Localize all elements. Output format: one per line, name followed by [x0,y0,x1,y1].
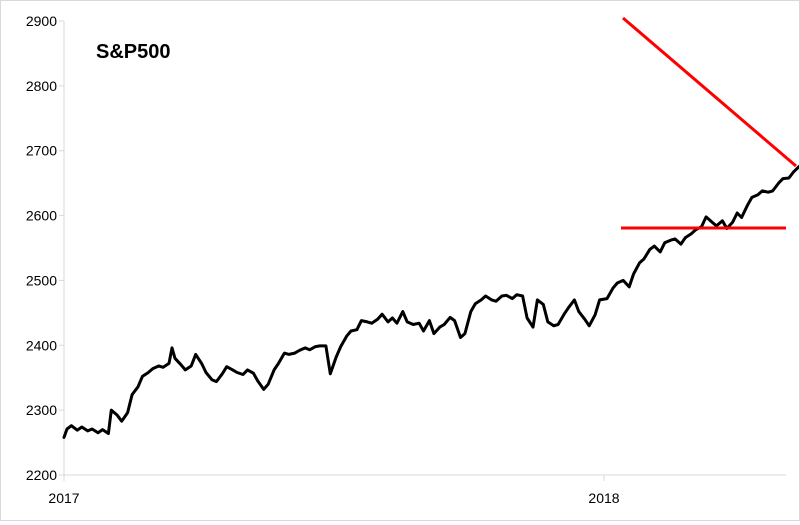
y-tick-label: 2600 [26,208,57,224]
y-tick-label: 2300 [26,402,57,418]
trendlines [621,16,797,230]
resistance-trendline [622,16,797,168]
y-tick-label: 2700 [26,143,57,159]
x-tick-label: 2018 [588,490,619,506]
y-tick-label: 2200 [26,467,57,483]
chart-title: S&P500 [96,41,171,63]
x-tick-label: 2017 [48,490,79,506]
y-tick-label: 2900 [26,13,57,29]
y-tick-label: 2500 [26,272,57,288]
series-layer [62,164,800,439]
series-line-0 [62,164,800,439]
axes: 2200 2300 2400 2500 2600 2700 2800 2900 2017 2018 [26,13,786,506]
y-tick-label: 2400 [26,337,57,353]
y-tick-label: 2800 [26,78,57,94]
